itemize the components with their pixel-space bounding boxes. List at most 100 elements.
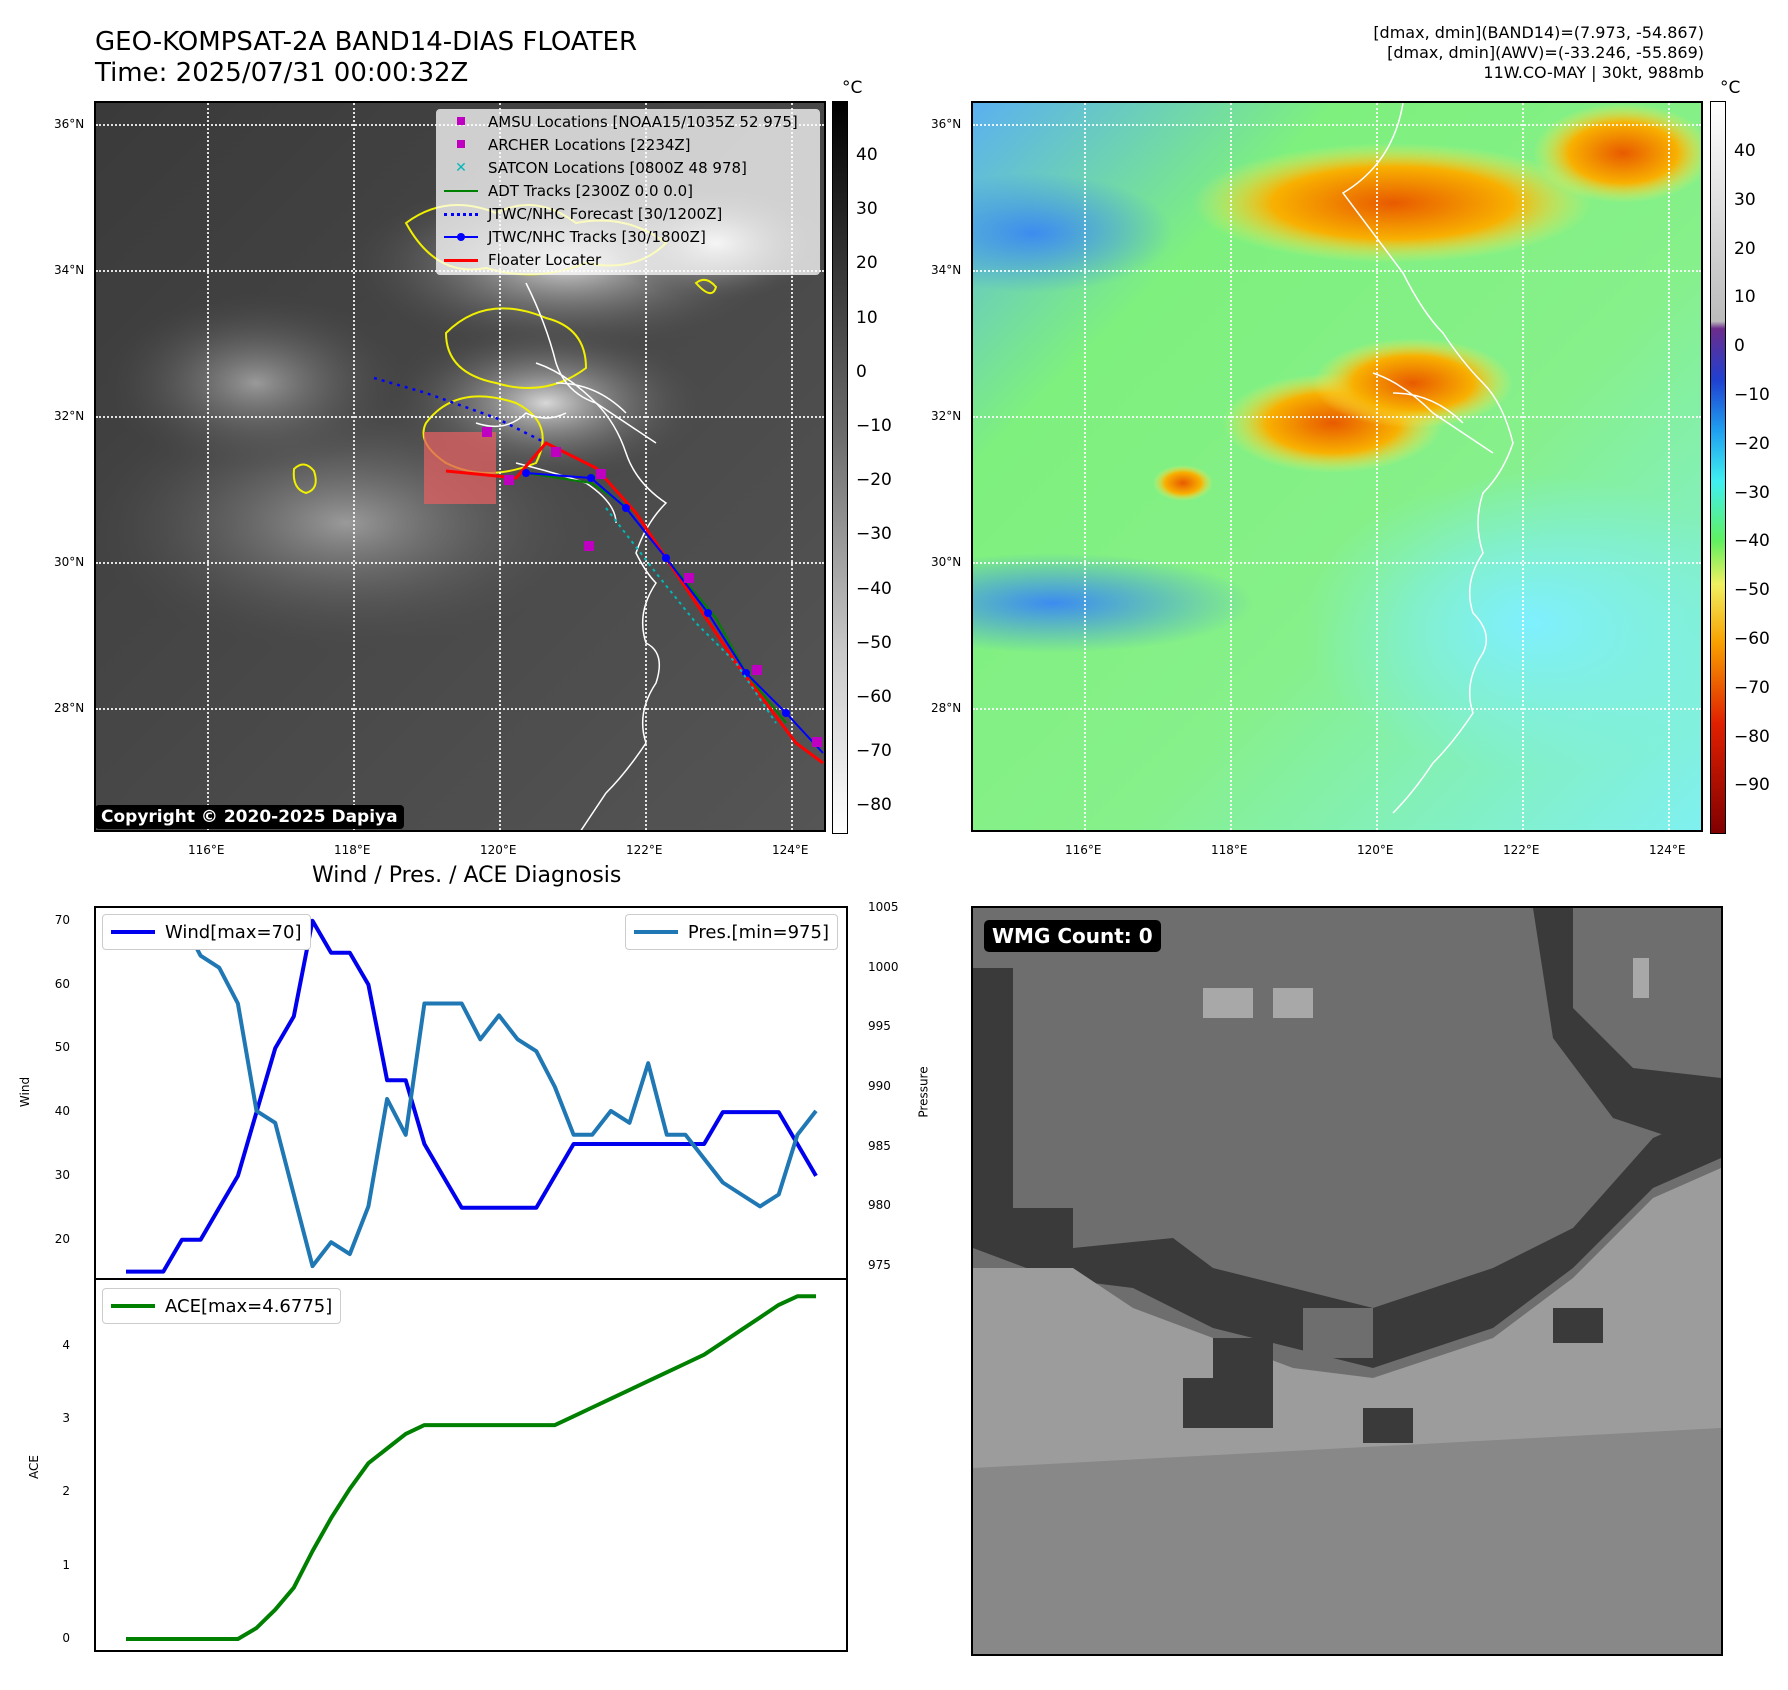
pressure-axis-label: Pressure <box>916 1066 931 1118</box>
lat-label: 36°N <box>931 117 962 131</box>
copyright-badge: Copyright © 2020-2025 Dapiya <box>95 805 404 829</box>
pressure-tick-label: 1000 <box>868 959 899 974</box>
wind-tick-label: 60 <box>54 976 70 991</box>
lat-label: 30°N <box>931 555 962 569</box>
dmax-awv-info: [dmax, dmin](AWV)=(-33.246, -55.869) <box>1387 43 1704 62</box>
ace-panel: ACE[max=4.6775] <box>94 1278 848 1652</box>
ace-tick-label: 0 <box>62 1631 70 1645</box>
diagnosis-title: Wind / Pres. / ACE Diagnosis <box>312 863 622 888</box>
floater-track <box>445 441 824 765</box>
wind-tick-label: 40 <box>54 1104 70 1119</box>
wmg-count-badge: WMG Count: 0 <box>984 920 1161 952</box>
chart-title: GEO-KOMPSAT-2A BAND14-DIAS FLOATER <box>95 27 638 57</box>
dmax-band14-info: [dmax, dmin](BAND14)=(7.973, -54.867) <box>1373 23 1704 42</box>
lon-label: 120°E <box>480 843 517 857</box>
ir-colorbar-tick: −10 <box>856 416 892 436</box>
wind-series-line <box>126 918 818 1274</box>
pressure-tick-label: 995 <box>868 1019 891 1034</box>
lat-label: 34°N <box>54 263 85 277</box>
lat-label: 34°N <box>931 263 962 277</box>
lon-label: 116°E <box>1065 843 1102 857</box>
ace-series-line <box>126 1294 816 1641</box>
wv-colorbar-tick: −30 <box>1734 482 1770 503</box>
wind-tick-label: 50 <box>54 1040 70 1055</box>
legend-archer: ARCHER Locations [2234Z] <box>444 134 691 156</box>
wind-pressure-panel: Wind[max=70] Pres.[min=975] <box>94 906 848 1280</box>
lon-label: 118°E <box>334 843 371 857</box>
lat-label: 32°N <box>54 409 85 423</box>
track-overlay <box>373 376 824 765</box>
lat-label: 28°N <box>54 701 85 715</box>
ir-colorbar-tick: −50 <box>856 632 892 653</box>
lat-label: 36°N <box>54 117 85 131</box>
ace-legend: ACE[max=4.6775] <box>102 1288 342 1324</box>
wv-colorbar-tick: 20 <box>1734 238 1756 259</box>
wv-colorbar-tick: −80 <box>1734 726 1770 747</box>
wv-colorbar-tick: 30 <box>1734 189 1756 210</box>
wv-colorbar-tick: −50 <box>1734 580 1770 601</box>
ace-tick-label: 4 <box>62 1337 70 1352</box>
wv-colorbar <box>1710 101 1726 834</box>
ir-map-panel: AMSU Locations [NOAA15/1035Z 52 975] ARC… <box>94 101 826 832</box>
jtwc-track <box>525 472 824 754</box>
legend-jtwc-forecast: JTWC/NHC Forecast [30/1200Z] <box>444 203 722 225</box>
ace-tick-label: 1 <box>62 1557 70 1572</box>
pressure-tick-label: 975 <box>868 1258 891 1273</box>
wv-colorbar-tick: −20 <box>1734 433 1770 454</box>
pressure-tick-label: 980 <box>868 1198 891 1213</box>
lat-label: 32°N <box>931 409 962 423</box>
pressure-tick-label: 990 <box>868 1079 891 1094</box>
lat-label: 30°N <box>54 555 85 569</box>
adt-track <box>525 472 787 724</box>
ir-colorbar-unit: °C <box>842 78 863 98</box>
lon-label: 120°E <box>1357 843 1394 857</box>
ir-colorbar-tick: −20 <box>856 470 892 491</box>
legend-amsu: AMSU Locations [NOAA15/1035Z 52 975] <box>444 111 798 133</box>
wv-colorbar-tick: 10 <box>1734 287 1756 308</box>
ace-axis-label: ACE <box>26 1455 41 1479</box>
ir-colorbar-tick: 0 <box>856 361 867 382</box>
ir-colorbar-tick: −60 <box>856 687 892 707</box>
wv-colorbar-tick: −90 <box>1734 775 1770 796</box>
lon-label: 122°E <box>626 843 663 857</box>
pressure-legend: Pres.[min=975] <box>624 914 838 950</box>
wv-colorbar-tick: −60 <box>1734 629 1770 649</box>
ir-colorbar <box>832 101 848 834</box>
wind-legend: Wind[max=70] <box>102 914 311 950</box>
pressure-tick-label: 985 <box>868 1138 891 1153</box>
map-legend: AMSU Locations [NOAA15/1035Z 52 975] ARC… <box>436 109 820 275</box>
pressure-tick-label: 1005 <box>868 900 899 914</box>
wv-colorbar-tick: 40 <box>1734 141 1756 161</box>
lon-label: 124°E <box>772 843 809 857</box>
ace-tick-label: 2 <box>62 1484 70 1499</box>
legend-floater: Floater Locater <box>444 249 601 271</box>
floater-box <box>424 432 496 504</box>
time-stamp: Time: 2025/07/31 00:00:32Z <box>95 58 469 88</box>
wind-axis-label: Wind <box>18 1076 33 1108</box>
wv-map-panel <box>971 101 1703 832</box>
pressure-series-line <box>126 917 818 1269</box>
ace-plot <box>126 1294 816 1641</box>
wind-tick-label: 20 <box>54 1231 70 1246</box>
legend-jtwc-tracks: JTWC/NHC Tracks [30/1800Z] <box>444 226 706 248</box>
wv-map-image <box>973 103 1701 830</box>
ir-colorbar-tick: 30 <box>856 199 878 220</box>
lon-label: 118°E <box>1211 843 1248 857</box>
ir-colorbar-tick: −80 <box>856 795 892 816</box>
wind-tick-label: 70 <box>54 912 70 927</box>
lat-label: 28°N <box>931 701 962 715</box>
storm-info: 11W.CO-MAY | 30kt, 988mb <box>1483 63 1704 82</box>
wv-colorbar-tick: 0 <box>1734 336 1745 357</box>
wv-colorbar-tick: −40 <box>1734 531 1770 552</box>
wind-pressure-plot <box>126 917 818 1274</box>
lon-label: 116°E <box>188 843 225 857</box>
legend-satcon: ✕ SATCON Locations [0800Z 48 978] <box>455 159 747 177</box>
wv-colorbar-tick: −70 <box>1734 677 1770 698</box>
legend-adt: ADT Tracks [2300Z 0.0 0.0] <box>444 180 693 202</box>
ir-colorbar-tick: 10 <box>856 307 878 328</box>
wind-tick-label: 30 <box>54 1167 70 1182</box>
wmg-image <box>973 908 1721 1654</box>
wv-colorbar-tick: −10 <box>1734 385 1770 405</box>
ir-colorbar-tick: −40 <box>856 578 892 599</box>
ir-colorbar-tick: −30 <box>856 524 892 545</box>
